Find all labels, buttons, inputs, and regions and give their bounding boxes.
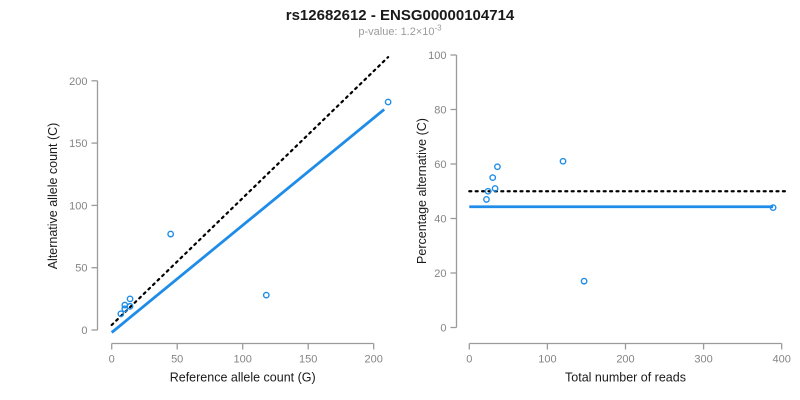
p-value-mantissa: 1.2×10	[400, 26, 435, 38]
x-tick-label: 100	[234, 354, 252, 366]
x-tick-label: 300	[694, 354, 712, 366]
y-tick-label: 40	[434, 214, 446, 226]
data-point	[491, 185, 499, 192]
p-value-text: p-value: 1.2×10-3	[0, 23, 800, 38]
y-axis-label: Percentage alternative (C)	[415, 118, 429, 264]
x-axis-label: Total number of reads	[565, 371, 686, 385]
y-tick-label: 200	[69, 76, 87, 88]
y-tick-label: 0	[440, 323, 446, 335]
x-tick-label: 150	[299, 354, 317, 366]
x-tick-label: 200	[616, 354, 634, 366]
x-tick-label: 50	[171, 354, 183, 366]
y-axis-label: Alternative allele count (C)	[46, 123, 60, 270]
x-tick-label: 400	[773, 354, 791, 366]
plot-title: rs12682612 - ENSG00000104714	[285, 7, 515, 24]
data-point	[484, 187, 492, 195]
y-tick-label: 150	[69, 138, 87, 150]
data-point	[126, 302, 134, 310]
x-tick-label: 100	[538, 354, 556, 366]
regression-line	[110, 108, 386, 334]
data-point	[769, 204, 777, 212]
y-tick-label: 20	[434, 268, 446, 280]
y-tick-label: 50	[75, 263, 87, 275]
p-value-exponent: -3	[434, 23, 442, 33]
x-tick-label: 0	[109, 354, 115, 366]
x-tick-label: 0	[466, 354, 472, 366]
data-point	[580, 277, 588, 285]
x-tick-label: 200	[365, 354, 383, 366]
data-point	[489, 174, 497, 182]
y-tick-label: 100	[428, 50, 446, 62]
data-point	[384, 98, 392, 106]
p-value-label: p-value:	[358, 26, 401, 38]
y-tick-label: 80	[434, 105, 446, 117]
data-point	[494, 163, 501, 171]
y-tick-label: 0	[81, 325, 87, 337]
data-point	[117, 310, 125, 318]
data-point	[121, 305, 129, 313]
data-point	[167, 230, 175, 238]
data-point	[121, 301, 129, 309]
x-axis-label: Reference allele count (G)	[170, 371, 316, 385]
data-point	[483, 196, 490, 203]
y-tick-label: 100	[69, 200, 87, 212]
y-tick-label: 60	[434, 159, 446, 171]
identity-line	[110, 56, 390, 327]
data-point	[559, 157, 567, 165]
data-point	[262, 291, 270, 299]
data-point	[126, 295, 134, 303]
